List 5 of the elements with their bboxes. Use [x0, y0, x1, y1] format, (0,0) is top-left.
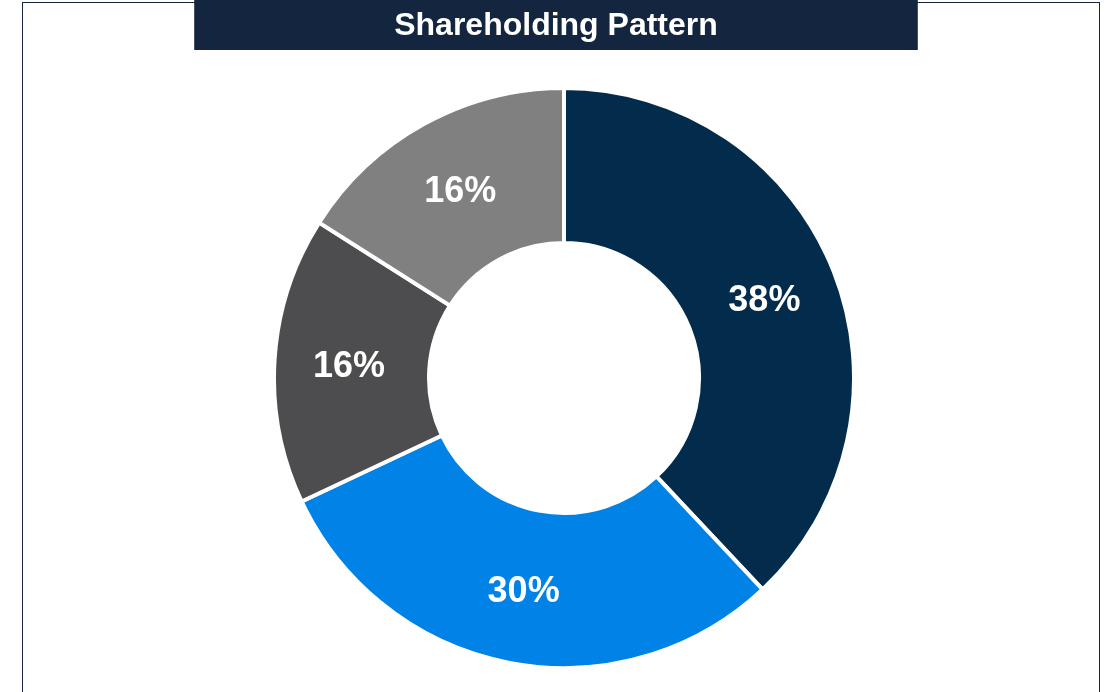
- data-label: 16%: [312, 343, 385, 385]
- data-label: 30%: [487, 569, 560, 611]
- data-label: 38%: [728, 278, 801, 320]
- chart-title: Shareholding Pattern: [394, 6, 718, 42]
- data-label: 16%: [424, 168, 497, 210]
